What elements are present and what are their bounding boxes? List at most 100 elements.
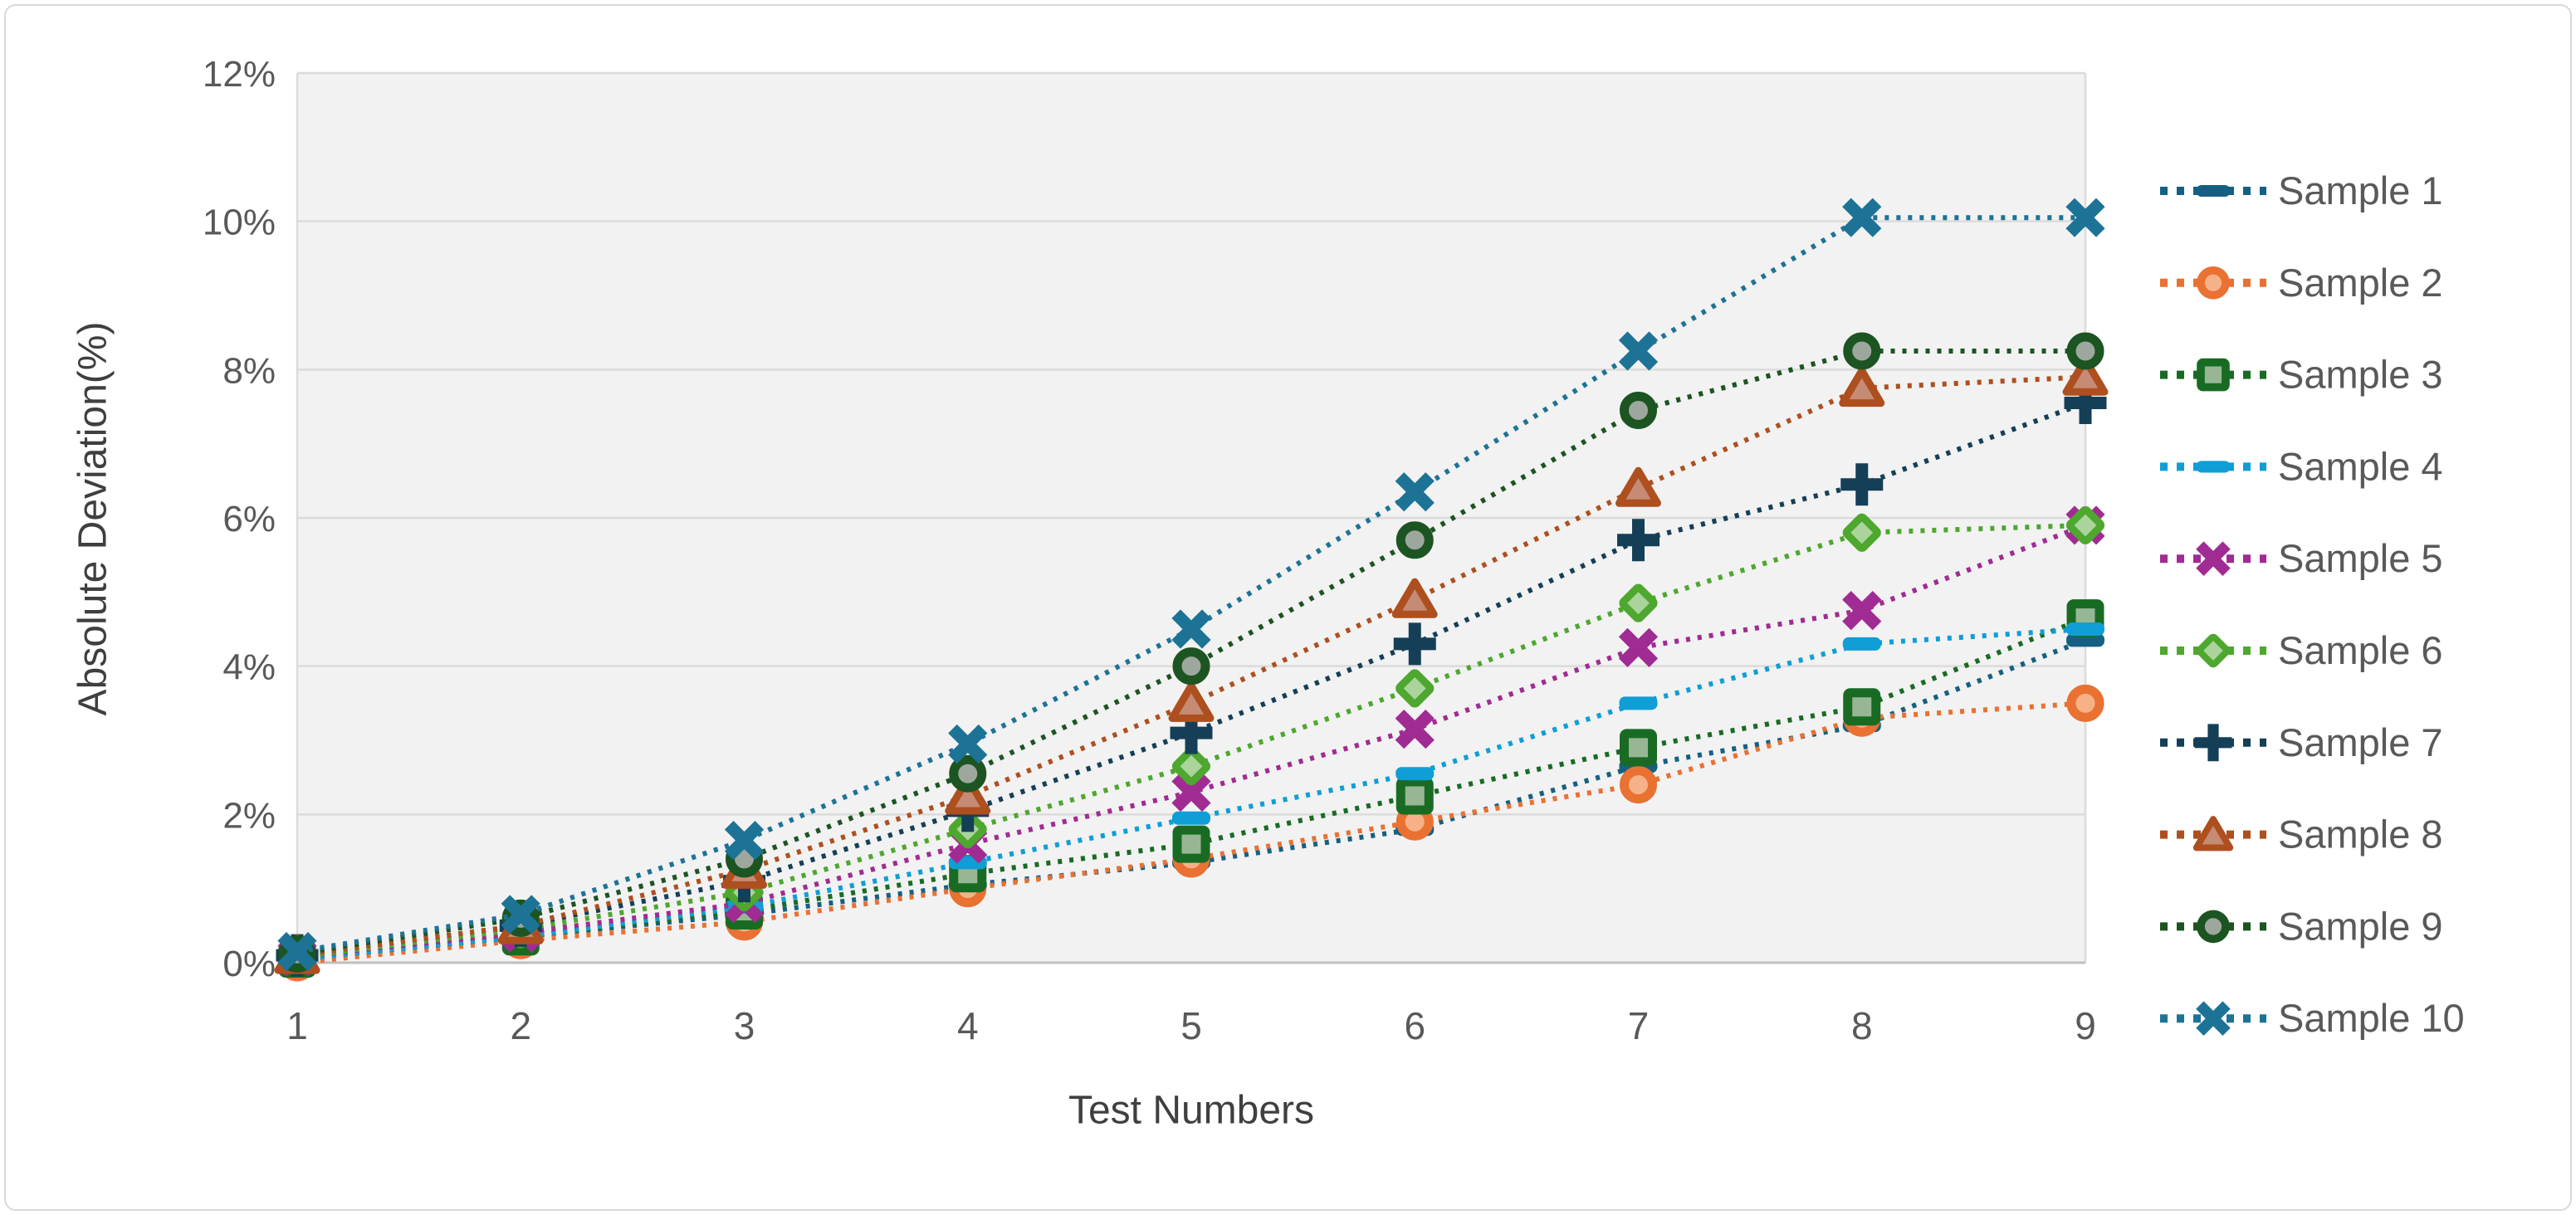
x-marker-icon (2196, 1001, 2231, 1036)
x-marker-icon (1842, 591, 1882, 631)
y-tick-label: 8% (222, 350, 276, 391)
y-tick-label: 4% (222, 647, 276, 688)
square-marker-icon (1843, 688, 1881, 726)
triangle-marker-icon (1839, 367, 1885, 407)
plus-marker-icon (1840, 463, 1884, 506)
legend-label: Sample 1 (2278, 168, 2443, 212)
legend-label: Sample 3 (2278, 353, 2443, 397)
y-tick-label: 0% (222, 944, 276, 984)
legend-label: Sample 8 (2278, 812, 2443, 856)
circle-marker-icon (1396, 521, 1434, 559)
legend-item-sample-2: Sample 2 (2160, 261, 2443, 305)
legend-item-sample-10: Sample 10 (2160, 996, 2465, 1040)
plus-marker-icon (1617, 519, 1659, 562)
series-sample-8 (274, 355, 2109, 974)
x-marker-icon (724, 820, 765, 861)
plus-marker-icon (1170, 711, 1213, 754)
circle-marker-icon (2197, 910, 2230, 944)
diamond-marker-icon (1171, 747, 1211, 786)
circle-marker-icon (1172, 647, 1210, 686)
triangle-marker-icon (945, 774, 991, 815)
x-tick-label: 6 (1404, 1004, 1425, 1047)
series-line (296, 522, 2086, 959)
x-tick-label: 7 (1628, 1004, 1650, 1047)
y-tick-label: 12% (203, 54, 276, 95)
dash-marker-icon (2066, 633, 2104, 647)
dash-marker-icon (1842, 637, 1881, 651)
legend-label: Sample 9 (2278, 904, 2443, 948)
x-tick-label: 2 (510, 1004, 531, 1047)
triangle-marker-icon (2192, 816, 2234, 851)
x-tick-label: 5 (1180, 1004, 1202, 1047)
circle-marker-icon (2197, 266, 2230, 300)
dash-marker-icon (1619, 696, 1658, 710)
x-marker-icon (1618, 331, 1659, 371)
legend-label: Sample 10 (2278, 996, 2465, 1040)
legend-item-sample-8: Sample 8 (2160, 812, 2443, 856)
x-marker-icon (501, 895, 540, 934)
x-marker-icon (1842, 198, 1882, 237)
legend-label: Sample 5 (2278, 536, 2443, 580)
circle-marker-icon (2066, 332, 2104, 370)
legend-item-sample-7: Sample 7 (2160, 720, 2443, 764)
legend-item-sample-9: Sample 9 (2160, 904, 2443, 948)
legend: Sample 1 Sample 2 Sample 3 Sample 4 Sample 5… (2160, 168, 2465, 1040)
diamond-marker-icon (1619, 583, 1658, 622)
plus-marker-icon (2194, 724, 2232, 762)
legend-item-sample-4: Sample 4 (2160, 444, 2443, 488)
x-tick-label: 9 (2075, 1004, 2096, 1047)
x-marker-icon (1395, 709, 1435, 749)
legend-item-sample-3: Sample 3 (2160, 353, 2443, 397)
circle-marker-icon (1620, 391, 1657, 429)
dash-marker-icon (2196, 184, 2231, 198)
triangle-marker-icon (1168, 681, 1215, 722)
gridlines (296, 71, 2087, 963)
dash-marker-icon (1172, 811, 1210, 825)
diamond-marker-icon (2065, 505, 2105, 544)
y-axis-title: Absolute Deviation(%) (71, 321, 115, 716)
square-marker-icon (1396, 777, 1434, 815)
x-tick-label: 4 (957, 1004, 979, 1047)
plus-marker-icon (1393, 622, 1436, 666)
square-marker-icon (1620, 729, 1657, 767)
series-sample-10 (277, 198, 2105, 972)
x-marker-icon (2196, 541, 2231, 576)
x-marker-icon (948, 724, 988, 764)
x-marker-icon (2065, 198, 2105, 237)
legend-label: Sample 6 (2278, 628, 2443, 672)
x-tick-label: 8 (1851, 1004, 1873, 1047)
diamond-marker-icon (2196, 633, 2231, 668)
x-tick-label: 1 (286, 1004, 308, 1047)
triangle-marker-icon (2062, 355, 2109, 396)
circle-marker-icon (2066, 684, 2104, 722)
square-marker-icon (1172, 825, 1210, 863)
x-marker-icon (1395, 472, 1435, 512)
legend-item-sample-1: Sample 1 (2160, 168, 2443, 212)
y-tick-label: 10% (203, 202, 276, 243)
triangle-marker-icon (1391, 578, 1438, 618)
circle-marker-icon (1843, 332, 1881, 370)
x-marker-icon (277, 931, 317, 972)
x-marker-icon (1171, 609, 1211, 649)
diamond-marker-icon (1396, 669, 1435, 708)
legend-label: Sample 4 (2278, 444, 2443, 488)
triangle-marker-icon (1615, 466, 1661, 507)
dash-marker-icon (2196, 461, 2231, 473)
legend-item-sample-6: Sample 6 (2160, 628, 2443, 672)
x-tick-label: 3 (734, 1004, 755, 1047)
x-marker-icon (1618, 627, 1659, 667)
circle-marker-icon (1620, 766, 1657, 804)
x-axis-title: Test Numbers (1068, 1088, 1315, 1133)
legend-label: Sample 2 (2278, 261, 2443, 305)
legend-item-sample-5: Sample 5 (2160, 536, 2443, 580)
dash-marker-icon (1396, 767, 1435, 781)
diamond-marker-icon (1842, 513, 1881, 552)
dash-marker-icon (2066, 622, 2104, 636)
circle-marker-icon (949, 754, 987, 793)
y-tick-label: 6% (222, 499, 276, 539)
x-marker-icon (1171, 772, 1211, 812)
y-tick-label: 2% (222, 795, 276, 836)
square-marker-icon (2197, 358, 2230, 392)
legend-label: Sample 7 (2278, 720, 2443, 764)
